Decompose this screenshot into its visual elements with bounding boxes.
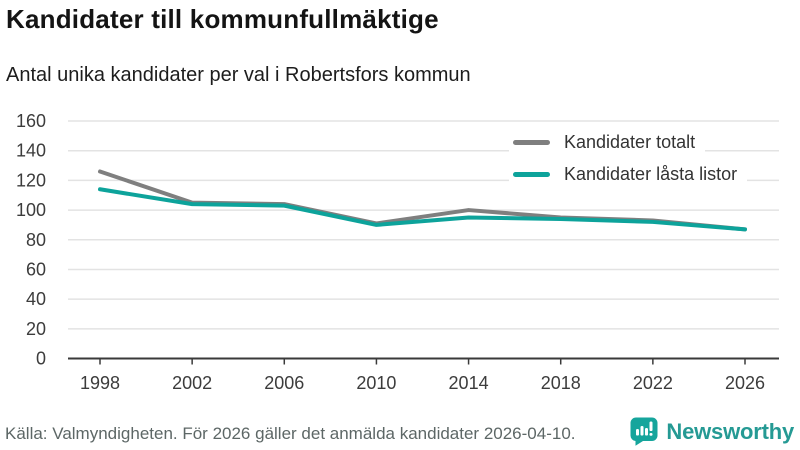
exclamation-dot <box>649 433 653 436</box>
newsworthy-branding: Newsworthy <box>630 417 794 446</box>
legend-item: Kandidater totalt <box>509 131 706 154</box>
y-tick-label: 120 <box>16 170 46 190</box>
legend-swatch <box>513 172 550 177</box>
newsworthy-speech-bubble-bars-icon <box>630 417 658 446</box>
y-tick-label: 40 <box>26 289 46 309</box>
legend-label: Kandidater totalt <box>564 132 696 152</box>
speech-bubble-shape <box>630 417 658 446</box>
x-tick-label: 2022 <box>633 373 673 393</box>
legend-label: Kandidater låsta listor <box>564 164 738 184</box>
x-tick-label: 2006 <box>264 373 304 393</box>
legend-swatch <box>513 140 550 145</box>
x-tick-label: 2026 <box>725 373 765 393</box>
legend-item: Kandidater låsta listor <box>509 163 748 186</box>
newsworthy-wordmark: Newsworthy <box>666 418 794 444</box>
y-tick-label: 140 <box>16 141 46 161</box>
source-note: Källa: Valmyndigheten. För 2026 gäller d… <box>5 424 576 443</box>
page-title: Kandidater till kommunfullmäktige <box>6 4 439 34</box>
x-tick-label: 2010 <box>356 373 396 393</box>
y-tick-label: 60 <box>26 259 46 279</box>
series-line <box>98 187 748 232</box>
x-tick-label: 2014 <box>449 373 489 393</box>
y-tick-label: 80 <box>26 230 46 250</box>
y-tick-label: 160 <box>16 111 46 131</box>
y-tick-label: 100 <box>16 200 46 220</box>
bar-tall <box>645 428 649 436</box>
x-tick-label: 2018 <box>541 373 581 393</box>
y-tick-label: 20 <box>26 319 46 339</box>
bar-short <box>636 429 640 436</box>
exclamation-bar <box>649 421 653 431</box>
x-tick-label: 1998 <box>80 373 120 393</box>
y-tick-label: 0 <box>36 349 46 369</box>
chart-subtitle: Antal unika kandidater per val i Roberts… <box>6 64 471 86</box>
chart-legend: Kandidater totalt Kandidater låsta listor <box>509 131 748 186</box>
x-tick-label: 2002 <box>172 373 212 393</box>
bar-medium <box>640 426 644 436</box>
